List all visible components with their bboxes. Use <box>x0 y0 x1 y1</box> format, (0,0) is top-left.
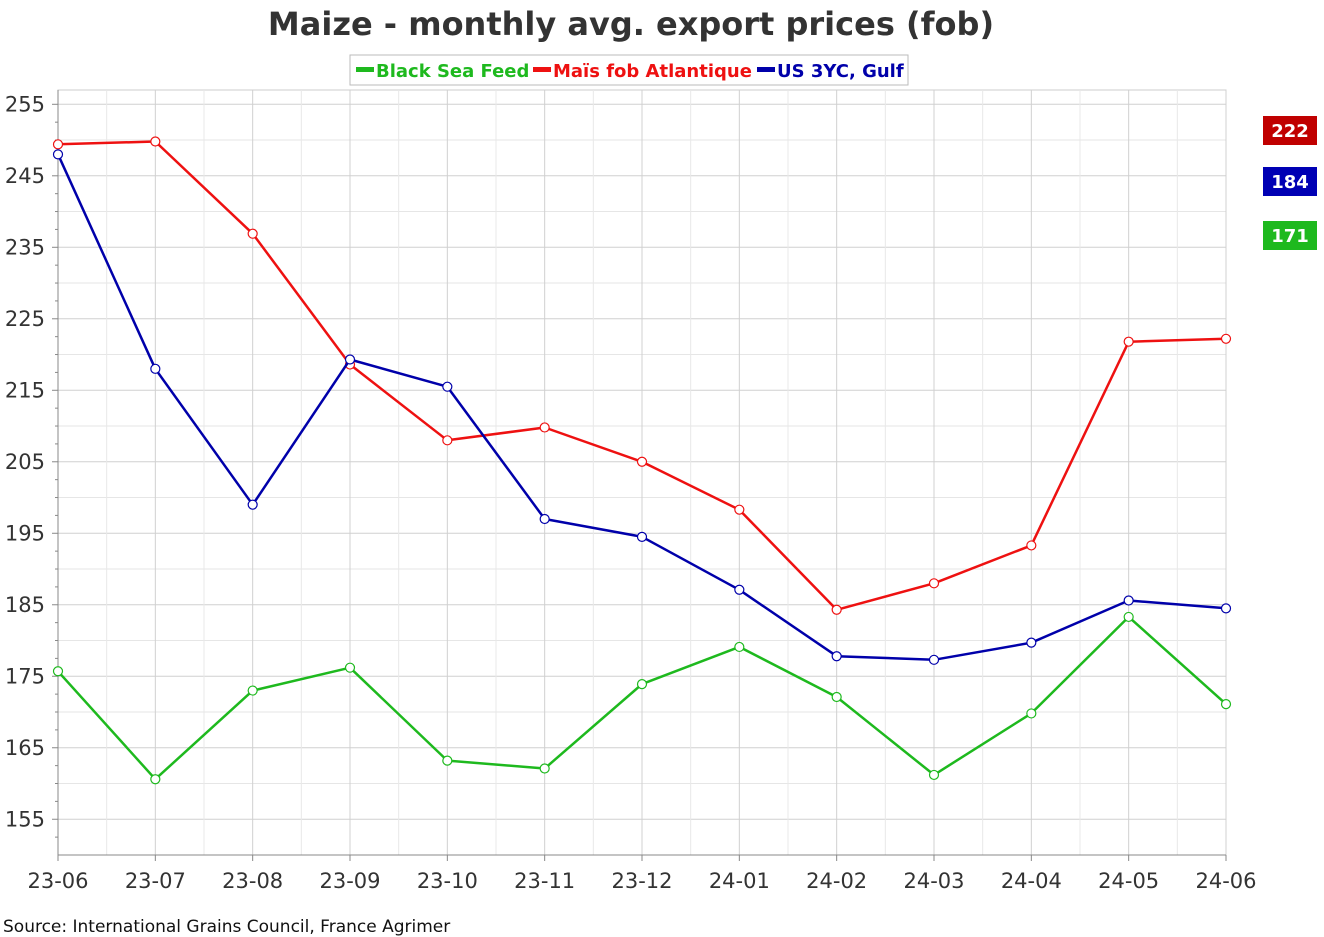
x-tick-label: 23-11 <box>514 869 575 893</box>
x-tick-label: 23-10 <box>417 869 478 893</box>
data-point <box>928 578 940 589</box>
x-tick-label: 24-04 <box>1001 869 1062 893</box>
data-point <box>831 604 842 615</box>
x-tick-label: 23-09 <box>319 869 380 893</box>
data-point <box>539 513 550 525</box>
y-tick-label: 185 <box>5 593 45 617</box>
grid <box>57 89 1227 856</box>
data-point <box>928 769 940 781</box>
data-point <box>636 679 648 690</box>
data-point <box>52 149 64 160</box>
data-point <box>1220 603 1232 614</box>
data-point <box>831 651 842 662</box>
value-badge-label: 222 <box>1271 121 1309 142</box>
data-point <box>1220 699 1232 710</box>
data-point <box>247 499 258 510</box>
legend-swatch <box>533 67 551 72</box>
legend-label: Maïs fob Atlantique <box>553 61 752 82</box>
data-point <box>1220 333 1232 344</box>
x-tick-label: 23-12 <box>611 869 672 893</box>
x-tick-label: 24-01 <box>709 869 770 893</box>
data-point <box>52 139 64 150</box>
data-point <box>734 504 745 515</box>
data-point <box>247 228 258 239</box>
data-point <box>1123 595 1134 606</box>
x-tick-label: 24-05 <box>1098 869 1159 893</box>
value-badge <box>1263 116 1317 145</box>
series-layer <box>52 136 1232 785</box>
data-point <box>539 763 550 774</box>
data-point <box>150 774 161 785</box>
data-point <box>52 666 64 677</box>
legend-label: US 3YC, Gulf <box>777 61 904 82</box>
source-note: Source: International Grains Council, Fr… <box>3 917 450 937</box>
legend-label: Black Sea Feed <box>376 61 529 82</box>
badges: 222 184 171 <box>1263 116 1317 250</box>
data-point <box>344 354 356 365</box>
data-point <box>636 531 648 542</box>
chart-title: Maize - monthly avg. export prices (fob) <box>268 5 994 43</box>
legend: Black Sea Feed Maïs fob Atlantique US 3YC,… <box>349 54 909 86</box>
y-tick-label: 215 <box>5 378 45 402</box>
data-point <box>831 691 842 703</box>
series-2 <box>52 149 1232 665</box>
x-tick-label: 24-03 <box>903 869 964 893</box>
x-tick-label: 23-08 <box>222 869 283 893</box>
data-point <box>442 755 453 766</box>
value-badge <box>1263 167 1317 196</box>
series-1 <box>52 136 1232 615</box>
data-point <box>1026 540 1037 551</box>
data-point <box>442 435 453 446</box>
y-tick-label: 245 <box>5 164 45 188</box>
y-tick-label: 195 <box>5 521 45 545</box>
data-point <box>247 685 258 696</box>
value-badge-label: 171 <box>1271 226 1309 247</box>
legend-swatch <box>356 67 374 72</box>
y-tick-label: 225 <box>5 307 45 331</box>
data-point <box>734 584 745 595</box>
y-tick-label: 165 <box>5 736 45 760</box>
data-point <box>344 662 356 673</box>
data-point <box>150 363 161 374</box>
x-tick-label: 24-02 <box>806 869 867 893</box>
y-tick-label: 175 <box>5 664 45 688</box>
data-point <box>636 456 648 467</box>
data-point <box>928 654 940 665</box>
data-point <box>1026 637 1037 648</box>
legend-box <box>349 54 909 86</box>
data-point <box>539 422 550 433</box>
data-point <box>734 641 745 653</box>
x-tick-label: 24-06 <box>1195 869 1256 893</box>
y-tick-label: 255 <box>5 92 45 116</box>
x-tick-label: 23-07 <box>125 869 186 893</box>
y-tick-label: 205 <box>5 450 45 474</box>
data-point <box>150 136 161 147</box>
y-tick-label: 155 <box>5 807 45 831</box>
value-badge <box>1263 221 1317 250</box>
axes: 155 165 175 185 195 205 215 225 235 245 255 23-06 23… <box>5 90 1257 893</box>
legend-swatch <box>757 67 775 72</box>
x-tick-label: 23-06 <box>27 869 88 893</box>
data-point <box>1026 708 1037 719</box>
data-point <box>1123 336 1134 347</box>
data-point <box>1123 611 1134 623</box>
y-tick-label: 235 <box>5 235 45 259</box>
data-point <box>442 381 453 392</box>
value-badge-label: 184 <box>1271 172 1309 193</box>
series-0 <box>52 611 1232 785</box>
